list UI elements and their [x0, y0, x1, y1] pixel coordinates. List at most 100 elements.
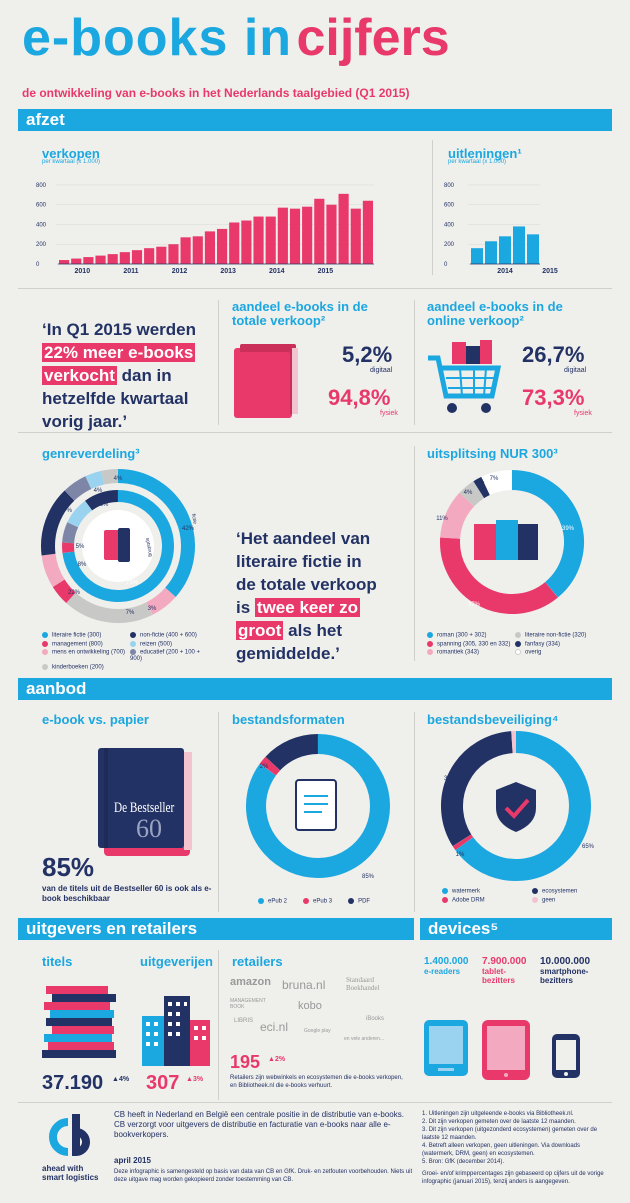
- legend-item: roman (300 + 302): [427, 632, 515, 639]
- footer-date: april 2015: [114, 1156, 151, 1165]
- logo-amazon: amazon: [230, 976, 271, 988]
- uitg-value: 307: [146, 1072, 180, 1094]
- donut-slice: [459, 481, 485, 507]
- check-icon: [504, 798, 530, 819]
- donut-slice: [246, 734, 390, 878]
- device-value: 1.400.000: [424, 956, 469, 967]
- logo-eci: eci.nl: [260, 1020, 289, 1034]
- donut-slice: [66, 592, 153, 623]
- retailer-logos: amazon bruna.nl Standaard Boekhandel MAN…: [230, 976, 408, 1046]
- footnote: 4. Betreft alleen verkopen, geen uitleni…: [422, 1143, 581, 1157]
- side-label: fictie: [190, 513, 198, 524]
- data-label: 33%: [444, 776, 457, 782]
- data-label: 6%: [100, 502, 109, 508]
- data-label: 17%: [60, 508, 73, 514]
- y-tick-label: 0: [444, 262, 448, 268]
- book: [518, 524, 538, 560]
- smartphone-icon: [552, 1034, 584, 1085]
- data-label: 1%: [456, 852, 465, 858]
- legend-item: mens en ontwikkeling (700): [42, 649, 130, 662]
- data-label: 3%: [148, 606, 157, 612]
- bar: [144, 248, 155, 264]
- uitg-growth: ▲3%: [186, 1076, 204, 1083]
- bestseller-book-icon: [98, 748, 198, 863]
- footnotes: 1. Uitleningen zijn uitgeleende e-books …: [422, 1110, 610, 1186]
- book: [496, 520, 518, 560]
- data-label: 73%: [126, 580, 139, 586]
- donut-slice: [64, 476, 92, 501]
- quote2-line-d: is twee keer zo: [236, 598, 361, 617]
- legend-item: Adobe DRM: [442, 896, 532, 903]
- quote1-text-b: dan in: [121, 366, 172, 385]
- data-label: 22%: [68, 590, 81, 596]
- retailers-growth: ▲2%: [268, 1056, 286, 1063]
- device-label: smartphone-bezitters: [540, 967, 589, 985]
- cb-tagline: ahead with smart logistics: [42, 1164, 99, 1182]
- bar: [180, 237, 191, 264]
- verkopen-title: verkopen: [42, 146, 100, 161]
- nur-title: uitsplitsing NUR 300³: [427, 446, 558, 461]
- page-title: e-books in cijfers: [22, 8, 450, 68]
- data-label: 65%: [582, 844, 595, 850]
- donut-slice: [41, 553, 65, 587]
- bar: [289, 208, 301, 264]
- quote1-line-b: 22% meer e-books: [42, 341, 222, 364]
- bar: [527, 234, 539, 264]
- row3-top-rule: [18, 432, 612, 433]
- nur-legend: roman (300 + 302) literaire non-fictie (…: [427, 632, 607, 656]
- donut-slice: [473, 476, 490, 499]
- bar: [59, 260, 70, 264]
- bar: [350, 208, 361, 264]
- book-number: 60: [136, 814, 162, 843]
- bar: [499, 236, 511, 264]
- titels-growth: ▲4%: [112, 1076, 130, 1083]
- device-label: tablet-bezitters: [482, 967, 515, 985]
- bar: [119, 252, 130, 264]
- legend-item: PDF: [348, 898, 370, 905]
- donut-slice: [41, 490, 75, 556]
- legend-item: spanning (305, 330 en 332): [427, 640, 515, 647]
- uitleningen-title: uitleningen¹: [448, 146, 522, 161]
- device-smartphones: 10.000.000 smartphone-bezitters: [540, 956, 610, 985]
- legend-item: romantiek (343): [427, 649, 515, 656]
- y-tick-label: 0: [36, 262, 40, 268]
- quote-fictie: ‘Het aandeel van literaire fictie in de …: [236, 527, 416, 665]
- legend-item: literaire fictie (300): [42, 632, 130, 639]
- logo-kobo: kobo: [298, 1000, 322, 1012]
- ereader-icon: [424, 1020, 474, 1085]
- data-label: 7%: [490, 476, 499, 482]
- data-label: 2%: [476, 480, 485, 486]
- legend-item: watermerk: [442, 888, 532, 895]
- donut-slice: [62, 490, 174, 602]
- y-tick-label: 800: [36, 183, 47, 189]
- legend-item: ePub 3: [303, 898, 332, 905]
- x-tick-label: 2014: [269, 268, 285, 275]
- legend-item: literaire non-fictie (320): [515, 632, 605, 639]
- titels-title: titels: [42, 954, 73, 969]
- data-label: 37%: [468, 602, 481, 608]
- quote-growth: ‘In Q1 2015 werden 22% meer e-books verk…: [42, 318, 222, 433]
- titels-value: 37.190: [42, 1072, 104, 1094]
- uitleningen-subtitle: per kwartaal (x 1.000): [448, 159, 507, 165]
- y-tick-label: 400: [444, 222, 455, 228]
- quote2-highlight-1: twee keer zo: [254, 598, 361, 617]
- x-tick-label: 2014: [497, 268, 513, 275]
- quote2-line-b: literaire fictie in: [236, 552, 362, 571]
- donut-slice: [511, 470, 584, 598]
- x-tick-label: 2010: [75, 268, 91, 275]
- bar: [95, 255, 106, 264]
- footnote-extra: Groei- en/of krimppercentages zijn gebas…: [422, 1171, 604, 1185]
- ereader-icon: [118, 528, 130, 562]
- quote1-line-d: hetzelfde kwartaal: [42, 389, 189, 408]
- logo-others: en vele anderen...: [344, 1036, 385, 1042]
- quote1-line-c: verkocht dan in: [42, 364, 222, 387]
- legend-item: overig: [515, 649, 605, 656]
- y-tick-label: 200: [444, 242, 455, 248]
- row2-divider-2: [414, 300, 415, 425]
- quote1-line-a: ‘In Q1 2015 werden: [42, 320, 197, 339]
- legend-item: educatief (200 + 100 + 900): [130, 649, 201, 662]
- bar: [241, 220, 252, 264]
- genre-legend: literaire fictie (300) non-fictie (400 +…: [42, 632, 212, 670]
- footer-rule: [18, 1102, 612, 1103]
- retail-divider: [218, 950, 219, 1100]
